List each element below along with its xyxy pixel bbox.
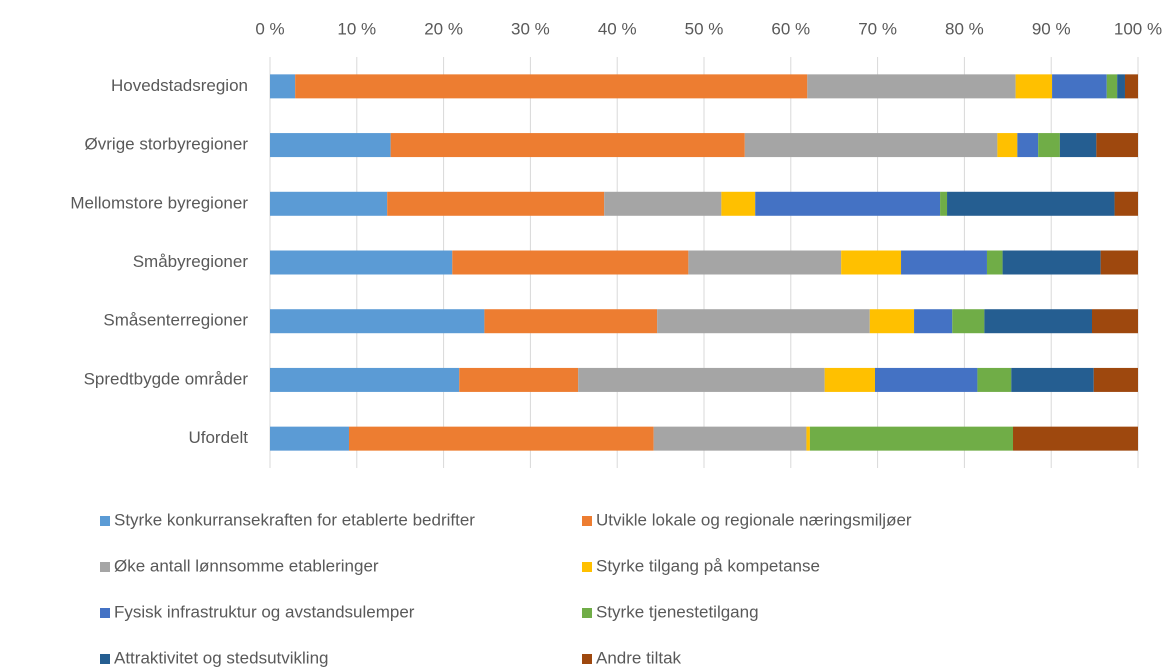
bar-segment (1011, 367, 1094, 392)
bar-segment (901, 250, 987, 275)
legend-label: Styrke tjenestetilgang (596, 602, 759, 621)
bar-segment (841, 250, 902, 275)
bar-segment (1114, 191, 1138, 216)
bar-segment (721, 191, 756, 216)
x-tick-label: 30 % (511, 19, 550, 38)
x-tick-label: 90 % (1032, 19, 1071, 38)
bar-segment (1117, 74, 1125, 99)
legend-swatch (100, 654, 110, 664)
bar-segment (578, 367, 825, 392)
bar-segment (348, 426, 654, 451)
category-label: Spredtbygde områder (84, 369, 249, 388)
legend-label: Øke antall lønnsomme etableringer (114, 556, 379, 575)
x-tick-label: 0 % (255, 19, 284, 38)
legend-label: Styrke konkurransekraften for etablerte … (114, 510, 475, 529)
x-tick-label: 80 % (945, 19, 984, 38)
bar-segment (1015, 74, 1053, 99)
x-tick-label: 70 % (858, 19, 897, 38)
bar-segment (809, 426, 1014, 451)
bar-segment (1052, 74, 1107, 99)
legend-swatch (582, 654, 592, 664)
bar-segment (977, 367, 1012, 392)
legend-swatch (100, 562, 110, 572)
bar-segment (1096, 133, 1138, 158)
bar-segment (997, 133, 1018, 158)
legend-swatch (582, 562, 592, 572)
bar-segment (270, 367, 460, 392)
bar-segment (270, 250, 453, 275)
bar-segment (270, 309, 485, 334)
bar-segment (604, 191, 722, 216)
bar-segment (807, 74, 1016, 99)
bar-segment (1017, 133, 1039, 158)
bar-segment (1100, 250, 1138, 275)
legend-swatch (100, 608, 110, 618)
x-tick-label: 10 % (337, 19, 376, 38)
category-label: Småsenterregioner (103, 311, 248, 330)
x-tick-label: 20 % (424, 19, 463, 38)
legend-label: Fysisk infrastruktur og avstandsulemper (114, 602, 415, 621)
bar-segment (657, 309, 870, 334)
bar-segment (869, 309, 915, 334)
bar-segment (452, 250, 689, 275)
category-label: Øvrige storbyregioner (85, 135, 249, 154)
bar-segment (874, 367, 978, 392)
bar-segment (270, 191, 388, 216)
bar-segment (1059, 133, 1097, 158)
legend-swatch (100, 516, 110, 526)
bar-segment (688, 250, 842, 275)
bar-segment (986, 250, 1003, 275)
category-label: Ufordelt (188, 428, 248, 447)
bar-segment (1093, 367, 1138, 392)
bar-segment (744, 133, 998, 158)
bar-segment (806, 426, 810, 451)
x-tick-label: 50 % (685, 19, 724, 38)
bar-segment (390, 133, 745, 158)
bar-segment (270, 426, 349, 451)
bar-segment (984, 309, 1092, 334)
bar-segment (1002, 250, 1101, 275)
legend-swatch (582, 516, 592, 526)
bar-segment (1124, 74, 1138, 99)
bar-segment (1106, 74, 1118, 99)
bar-segment (824, 367, 875, 392)
bar-segment (295, 74, 808, 99)
bar-segment (940, 191, 948, 216)
bar-segment (952, 309, 985, 334)
bar-segment (270, 74, 296, 99)
legend-label: Styrke tilgang på kompetanse (596, 556, 820, 575)
legend-swatch (582, 608, 592, 618)
bar-segment (387, 191, 605, 216)
bar-segment (484, 309, 658, 334)
bar-segment (947, 191, 1115, 216)
bar-segment (1091, 309, 1138, 334)
bar-segment (1038, 133, 1060, 158)
legend-label: Andre tiltak (596, 648, 682, 667)
bar-segment (1013, 426, 1138, 451)
bar-segment (459, 367, 579, 392)
bar-segment (270, 133, 391, 158)
bar-segment (755, 191, 941, 216)
category-label: Småbyregioner (133, 252, 249, 271)
x-tick-label: 100 % (1114, 19, 1162, 38)
x-tick-label: 40 % (598, 19, 637, 38)
x-tick-label: 60 % (771, 19, 810, 38)
legend-label: Attraktivitet og stedsutvikling (114, 648, 328, 667)
category-label: Hovedstadsregion (111, 76, 248, 95)
bar-segment (914, 309, 953, 334)
legend-label: Utvikle lokale og regionale næringsmiljø… (596, 510, 912, 529)
category-label: Mellomstore byregioner (70, 193, 248, 212)
bar-segment (653, 426, 807, 451)
